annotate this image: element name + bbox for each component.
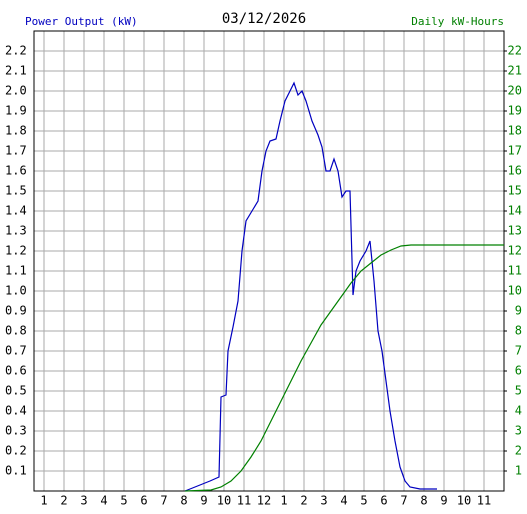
x-tick-label: 10 <box>217 494 231 508</box>
y2-tick-label: 8 <box>515 324 522 338</box>
x-tick-label: 5 <box>360 494 367 508</box>
y-axis-title: Power Output (kW) <box>25 15 138 28</box>
x-tick-label: 7 <box>160 494 167 508</box>
y2-tick-label: 4 <box>515 404 522 418</box>
y2-tick-label: 9 <box>515 304 522 318</box>
y2-tick-label: 12 <box>508 244 522 258</box>
y2-tick-label: 19 <box>508 104 522 118</box>
x-tick-label: 3 <box>320 494 327 508</box>
y-tick-label: 0.7 <box>5 344 27 358</box>
y-tick-label: 1.7 <box>5 144 27 158</box>
x-tick-label: 5 <box>120 494 127 508</box>
y2-tick-label: 11 <box>508 264 522 278</box>
y2-tick-label: 5 <box>515 384 522 398</box>
y2-tick-label: 10 <box>508 284 522 298</box>
y-tick-label: 1.1 <box>5 264 27 278</box>
y-tick-label: 1.2 <box>5 244 27 258</box>
x-tick-label: 9 <box>200 494 207 508</box>
x-tick-label: 12 <box>257 494 271 508</box>
y-tick-label: 2.1 <box>5 64 27 78</box>
y-tick-label: 0.5 <box>5 384 27 398</box>
x-tick-label: 11 <box>477 494 491 508</box>
y2-tick-label: 14 <box>508 204 522 218</box>
y2-tick-label: 17 <box>508 144 522 158</box>
x-tick-label: 1 <box>280 494 287 508</box>
x-tick-label: 11 <box>237 494 251 508</box>
series-line <box>184 244 504 492</box>
y-tick-label: 0.3 <box>5 424 27 438</box>
x-tick-label: 4 <box>340 494 347 508</box>
y-tick-label: 0.4 <box>5 404 27 418</box>
y-tick-label: 1.0 <box>5 284 27 298</box>
y-tick-label: 0.8 <box>5 324 27 338</box>
y2-tick-label: 13 <box>508 224 522 238</box>
x-tick-label: 9 <box>440 494 447 508</box>
y-tick-label: 1.6 <box>5 164 27 178</box>
y2-tick-label: 22 <box>508 44 522 58</box>
y2-tick-label: 2 <box>515 444 522 458</box>
x-tick-label: 8 <box>420 494 427 508</box>
y2-tick-label: 3 <box>515 424 522 438</box>
x-tick-label: 8 <box>180 494 187 508</box>
chart-title: 03/12/2026 <box>222 11 306 27</box>
x-tick-label: 2 <box>60 494 67 508</box>
y-tick-label: 1.5 <box>5 184 27 198</box>
y-tick-label: 1.9 <box>5 104 27 118</box>
x-tick-label: 10 <box>457 494 471 508</box>
series-line <box>184 81 437 492</box>
y2-tick-label: 1 <box>515 464 522 478</box>
y2-tick-label: 18 <box>508 124 522 138</box>
y2-axis-title: Daily kW-Hours <box>411 15 504 28</box>
y2-tick-label: 16 <box>508 164 522 178</box>
y2-tick-label: 21 <box>508 64 522 78</box>
y2-tick-label: 15 <box>508 184 522 198</box>
y-tick-label: 0.1 <box>5 464 27 478</box>
y-tick-label: 1.3 <box>5 224 27 238</box>
plot-frame <box>33 30 505 492</box>
y-tick-label: 0.2 <box>5 444 27 458</box>
x-tick-label: 6 <box>140 494 147 508</box>
x-tick-label: 3 <box>80 494 87 508</box>
x-tick-label: 2 <box>300 494 307 508</box>
y-tick-label: 0.9 <box>5 304 27 318</box>
y-tick-label: 1.8 <box>5 124 27 138</box>
y2-tick-label: 20 <box>508 84 522 98</box>
x-tick-label: 4 <box>100 494 107 508</box>
x-tick-label: 6 <box>380 494 387 508</box>
x-tick-label: 7 <box>400 494 407 508</box>
y-tick-label: 1.4 <box>5 204 27 218</box>
y2-tick-label: 7 <box>515 344 522 358</box>
y-tick-label: 2.0 <box>5 84 27 98</box>
y-tick-label: 2.2 <box>5 44 27 58</box>
y-tick-label: 0.6 <box>5 364 27 378</box>
y2-tick-label: 6 <box>515 364 522 378</box>
x-tick-label: 1 <box>40 494 47 508</box>
